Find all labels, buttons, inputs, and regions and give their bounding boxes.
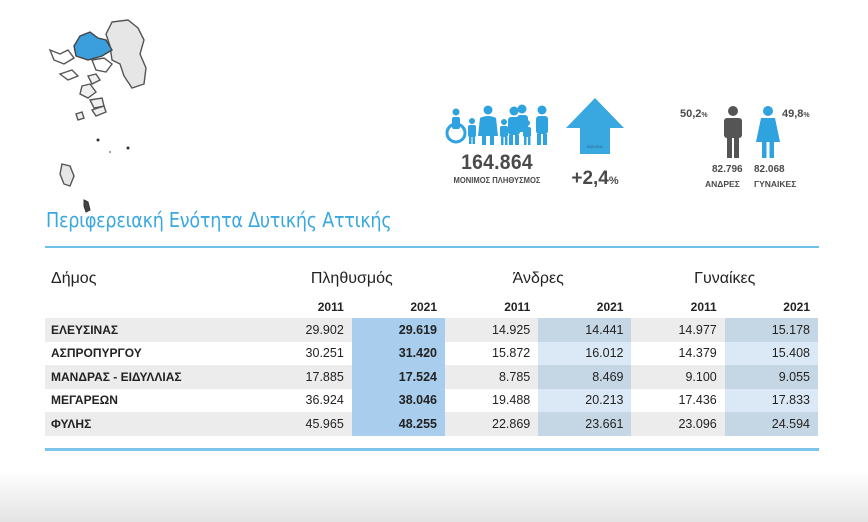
attica-map-icon xyxy=(48,19,147,213)
table-row: ΦΥΛΗΣ 45.965 48.255 22.869 23.661 23.096… xyxy=(45,412,818,436)
men-2021: 14.441 xyxy=(538,318,632,342)
municipality-name: ΦΥΛΗΣ xyxy=(45,412,259,436)
header-population: Πληθυσμός xyxy=(310,270,393,287)
table-row: ΜΕΓΑΡΕΩΝ 36.924 38.046 19.488 20.213 17.… xyxy=(45,388,818,412)
men-count: 82.796 xyxy=(712,164,743,175)
male-figure-icon xyxy=(724,106,742,158)
municipality-name: ΜΕΓΑΡΕΩΝ xyxy=(45,388,259,412)
women-2021: 17.833 xyxy=(724,388,818,412)
women-count: 82.068 xyxy=(754,164,785,175)
bottom-divider xyxy=(45,448,819,451)
header-women: Γυναίκες xyxy=(694,270,756,287)
women-percentage: 49,8% xyxy=(782,108,810,120)
table-row: ΑΣΠΡΟΠΥΡΓΟΥ 30.251 31.420 15.872 16.012 … xyxy=(45,341,818,365)
table-row: ΜΑΝΔΡΑΣ - ΕΙΔΥΛΛΙΑΣ 17.885 17.524 8.785 … xyxy=(45,365,818,389)
population-2021: 29.619 xyxy=(351,318,446,342)
men-pct-unit: % xyxy=(701,112,708,119)
header-year: 2021 xyxy=(783,300,810,314)
women-2021: 15.408 xyxy=(724,341,818,365)
men-percentage: 50,2% xyxy=(680,108,708,120)
population-2011: 29.902 xyxy=(258,318,352,342)
women-label: ΓΥΝΑΙΚΕΣ xyxy=(754,179,797,189)
population-2011: 45.965 xyxy=(258,412,352,436)
gender-split: 50,2% 49,8% 82.796 82.068 ΑΝΔΡΕΣ ΓΥΝΑΙΚΕ… xyxy=(680,104,820,194)
population-2021: 17.524 xyxy=(351,365,446,389)
women-pct-value: 49,8 xyxy=(782,108,804,120)
change-value: +2,4 xyxy=(571,168,609,189)
population-label: ΜΟΝΙΜΟΣ ΠΛΗΘΥΣΜΟΣ xyxy=(453,176,541,185)
women-2011: 14.977 xyxy=(631,318,725,342)
women-2011: 17.436 xyxy=(631,388,725,412)
women-2011: 14.379 xyxy=(631,341,725,365)
people-group-icon xyxy=(445,104,548,145)
men-2021: 23.661 xyxy=(538,412,632,436)
women-2011: 9.100 xyxy=(631,365,725,389)
women-2021: 9.055 xyxy=(724,365,818,389)
population-change: +2,4% xyxy=(562,168,628,190)
header-municipality: Δήμος xyxy=(51,270,97,287)
population-2021: 48.255 xyxy=(351,412,446,436)
change-arrow: 2021/2011 xyxy=(562,94,628,161)
municipality-name: ΜΑΝΔΡΑΣ - ΕΙΔΥΛΛΙΑΣ xyxy=(45,365,259,389)
arrow-caption: 2021/2011 xyxy=(586,145,604,149)
population-2011: 17.885 xyxy=(258,365,352,389)
population-2011: 36.924 xyxy=(258,388,352,412)
men-2011: 15.872 xyxy=(445,341,539,365)
header-blank xyxy=(45,296,259,318)
women-2021: 24.594 xyxy=(724,412,818,436)
header-year: 2021 xyxy=(596,300,624,314)
men-2011: 19.488 xyxy=(445,388,539,412)
men-label: ΑΝΔΡΕΣ xyxy=(705,179,740,189)
header-year: 2011 xyxy=(317,300,344,314)
arrow-up-icon xyxy=(566,98,624,154)
women-2021: 15.178 xyxy=(724,318,818,342)
men-2021: 16.012 xyxy=(538,341,632,365)
women-2011: 23.096 xyxy=(631,412,725,436)
header-year: 2011 xyxy=(504,300,531,314)
change-unit: % xyxy=(608,175,619,187)
population-2021: 31.420 xyxy=(351,341,446,365)
men-2011: 22.869 xyxy=(445,412,539,436)
women-pct-unit: % xyxy=(803,112,810,119)
page-title: Περιφερειακή Ενότητα Δυτικής Αττικής xyxy=(46,208,392,232)
header-year: 2021 xyxy=(410,300,438,314)
header-men: Άνδρες xyxy=(512,270,564,287)
men-2011: 8.785 xyxy=(445,365,539,389)
men-2011: 14.925 xyxy=(445,318,539,342)
population-2011: 30.251 xyxy=(258,341,352,365)
municipality-name: ΕΛΕΥΣΙΝΑΣ xyxy=(45,318,259,342)
population-value: 164.864 xyxy=(461,151,533,174)
table-row: ΕΛΕΥΣΙΝΑΣ 29.902 29.619 14.925 14.441 14… xyxy=(45,318,818,342)
header-year: 2011 xyxy=(690,300,717,314)
population-table: Δήμος Πληθυσμός Άνδρες Γυναίκες 2011 202… xyxy=(45,262,818,436)
top-divider xyxy=(45,246,819,248)
population-summary: 164.864 ΜΟΝΙΜΟΣ ΠΛΗΘΥΣΜΟΣ xyxy=(432,104,562,185)
female-figure-icon xyxy=(756,106,780,158)
men-pct-value: 50,2 xyxy=(680,108,702,120)
population-2021: 38.046 xyxy=(351,388,446,412)
men-2021: 20.213 xyxy=(538,388,632,412)
men-2021: 8.469 xyxy=(538,365,632,389)
municipality-name: ΑΣΠΡΟΠΥΡΓΟΥ xyxy=(45,341,259,365)
